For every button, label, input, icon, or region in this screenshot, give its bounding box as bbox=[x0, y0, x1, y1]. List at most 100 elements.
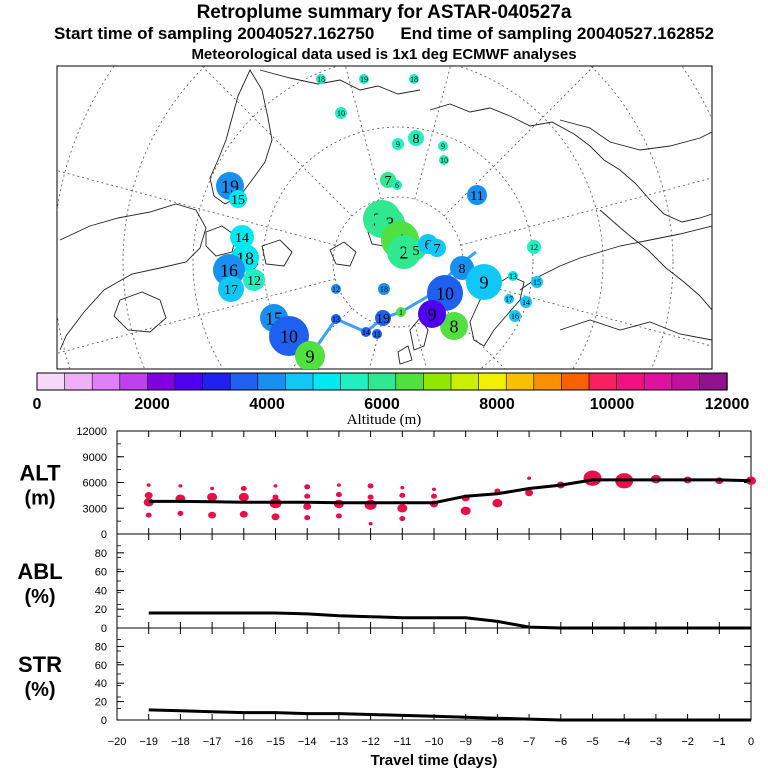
alt-spread-point bbox=[400, 485, 405, 490]
coastline-europe bbox=[519, 225, 712, 291]
trajectory-marker-label: 15 bbox=[533, 278, 541, 287]
trajectory-marker: 13 bbox=[331, 314, 341, 324]
trajectory-marker-dot bbox=[408, 130, 424, 146]
trajectory-marker-label: 5 bbox=[413, 244, 420, 259]
y-tick-label: 0 bbox=[101, 623, 107, 635]
colorbar-cell bbox=[367, 372, 397, 391]
alt-spread-point bbox=[367, 494, 374, 500]
alt-spread-point bbox=[177, 510, 184, 516]
trajectory-marker-label: 8 bbox=[459, 262, 466, 277]
trajectory-marker: 9 bbox=[466, 264, 502, 300]
trajectory-marker: 11 bbox=[467, 185, 487, 205]
trajectory-marker-label: 18 bbox=[317, 75, 325, 84]
x-tick-label: −4 bbox=[618, 736, 631, 748]
trajectory-marker: 14 bbox=[230, 225, 254, 249]
colorbar-cell bbox=[64, 372, 93, 391]
y-tick-label: 80 bbox=[95, 641, 107, 653]
trajectory-marker-dot bbox=[438, 141, 448, 151]
trajectory-marker-dot bbox=[467, 185, 487, 205]
trajectory-marker: 7 bbox=[380, 172, 396, 189]
x-tick-label: −3 bbox=[650, 736, 663, 748]
trajectory-marker-dot bbox=[243, 269, 265, 291]
coastline-alaska bbox=[259, 69, 421, 95]
trajectory-marker-dot bbox=[504, 294, 514, 304]
trajectory-marker-label: 14 bbox=[362, 328, 370, 337]
trajectory-marker-dot bbox=[396, 307, 406, 317]
panel-yunit: (%) bbox=[24, 679, 55, 701]
trajectory-marker-label: 13 bbox=[332, 315, 340, 324]
trajectory-marker: 1 bbox=[396, 307, 406, 317]
alt-spread-point bbox=[271, 513, 280, 521]
x-tick-label: −10 bbox=[425, 736, 444, 748]
alt-spread-point bbox=[208, 511, 217, 519]
trajectory-marker: 10 bbox=[335, 107, 347, 119]
trajectory-marker: 19 bbox=[359, 74, 369, 84]
trajectory-marker-dot bbox=[392, 180, 402, 190]
x-tick-label: −16 bbox=[234, 736, 253, 748]
colorbar-cell bbox=[643, 372, 673, 391]
coastline-hudson bbox=[113, 291, 167, 333]
trajectory-marker: 6 bbox=[392, 180, 402, 190]
series-line-abl bbox=[148, 611, 751, 630]
colorbar: 0 2000 4000 6000 8000 10000 12000 Altitude (m) bbox=[33, 372, 750, 428]
x-tick-label: −18 bbox=[171, 736, 190, 748]
map-panel: 1819181098910761915111223141816123425678… bbox=[56, 65, 713, 370]
colorbar-cell bbox=[36, 372, 66, 391]
alt-spread-point bbox=[207, 492, 218, 502]
trajectory-marker-dot bbox=[295, 341, 325, 369]
y-tick-label: 3000 bbox=[83, 503, 107, 515]
y-tick-label: 60 bbox=[95, 660, 107, 672]
trajectory-marker-label: 10 bbox=[440, 156, 448, 165]
colorbar-cell bbox=[616, 372, 645, 391]
colorbar-cell bbox=[312, 372, 342, 391]
x-tick-label: −5 bbox=[586, 736, 599, 748]
trajectory-marker-dot bbox=[509, 310, 521, 322]
colorbar-cell bbox=[395, 372, 425, 391]
colorbar-cell bbox=[699, 372, 728, 391]
trajectory-marker-label: 3 bbox=[386, 213, 395, 233]
trajectory-marker-dot bbox=[531, 276, 543, 288]
trajectory-marker-dot bbox=[409, 74, 419, 84]
trajectory-marker: 18 bbox=[316, 74, 326, 84]
x-tick-label: −6 bbox=[555, 736, 568, 748]
x-tick-label: −19 bbox=[139, 736, 158, 748]
alt-spread-point bbox=[146, 483, 151, 487]
trajectory-marker: 12 bbox=[331, 284, 341, 294]
panel-ylabel: ABL bbox=[17, 559, 62, 584]
trajectory-marker: 18 bbox=[409, 74, 419, 84]
trajectory-marker-dot bbox=[316, 74, 326, 84]
y-tick-label: 60 bbox=[95, 567, 107, 579]
x-tick-label: −9 bbox=[459, 736, 472, 748]
panel-yunit: (m) bbox=[24, 488, 55, 510]
colorbar-ticks: 0 2000 4000 6000 8000 10000 12000 bbox=[33, 396, 750, 413]
coastline-mediterranean bbox=[559, 319, 712, 341]
trajectory-marker-dot bbox=[229, 190, 247, 208]
page-title: Retroplume summary for ASTAR-040527a bbox=[196, 2, 572, 23]
y-tick-label: 9000 bbox=[83, 452, 107, 464]
trajectory-marker-dot bbox=[331, 314, 341, 324]
time-series-panels: 030006000900012000ALT(m)020406080ABL(%)0… bbox=[17, 426, 756, 768]
x-tick-label: −12 bbox=[361, 736, 380, 748]
trajectory-marker: 17 bbox=[218, 276, 244, 302]
trajectory-marker-label: 8 bbox=[413, 132, 420, 147]
trajectory-marker-dot bbox=[520, 296, 532, 308]
trajectory-marker-label: 9 bbox=[306, 346, 315, 366]
y-tick-label: 12000 bbox=[76, 426, 107, 438]
coastline-east bbox=[559, 119, 712, 151]
trajectory-marker-label: 7 bbox=[385, 174, 392, 189]
trajectory-marker: 9 bbox=[418, 300, 446, 328]
trajectory-marker: 9 bbox=[392, 138, 404, 150]
alt-spread-point bbox=[527, 476, 532, 480]
trajectory-marker-dot bbox=[392, 138, 404, 150]
trajectory-marker-dot bbox=[230, 225, 254, 249]
trajectory-marker-label: 15 bbox=[231, 193, 245, 208]
trajectory-marker-label: 9 bbox=[441, 142, 445, 151]
trajectory-marker-label: 6 bbox=[395, 181, 399, 190]
alt-spread-point bbox=[210, 486, 215, 491]
y-tick-label: 6000 bbox=[83, 478, 107, 490]
trajectory-marker-dot bbox=[375, 310, 391, 326]
trajectory-marker: 13 bbox=[508, 271, 518, 281]
colorbar-cell bbox=[257, 372, 287, 391]
colorbar-tick-label: 10000 bbox=[590, 396, 635, 413]
x-tick-label: −20 bbox=[108, 736, 127, 748]
